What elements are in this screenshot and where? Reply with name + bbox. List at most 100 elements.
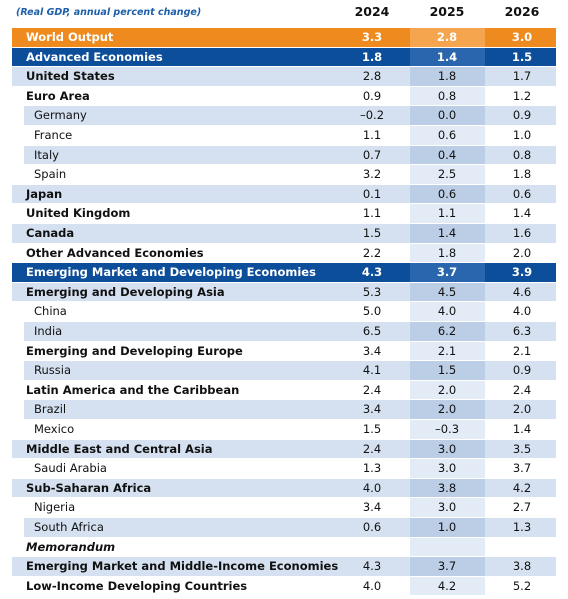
value-cell: 1.3 — [512, 520, 532, 534]
column-tint — [410, 224, 485, 243]
value-cell: 1.6 — [512, 226, 532, 240]
column-tint — [410, 184, 485, 204]
column-header: 2025 — [429, 4, 465, 19]
row-label: Memorandum — [26, 539, 116, 554]
value-cell: 6.3 — [512, 324, 532, 338]
value-cell: 0.9 — [362, 88, 382, 103]
row-label: France — [34, 128, 73, 142]
value-cell: 2.1 — [437, 343, 457, 358]
column-tint — [410, 478, 485, 498]
row-label: Spain — [34, 167, 67, 182]
value-cell: 0.4 — [437, 147, 457, 162]
value-cell: 1.5 — [362, 226, 382, 240]
value-cell: 2.5 — [437, 167, 457, 182]
value-cell: 4.2 — [437, 578, 457, 593]
column-tint — [410, 459, 485, 478]
value-cell: 1.8 — [437, 69, 457, 84]
value-cell: 0.1 — [362, 186, 382, 201]
column-tint — [410, 341, 485, 361]
value-cell: 0.6 — [362, 520, 382, 534]
value-cell: 3.7 — [437, 559, 457, 574]
value-cell: 3.3 — [361, 30, 383, 44]
column-tint — [410, 361, 485, 380]
column-tint — [410, 165, 485, 184]
value-cell: 1.0 — [512, 128, 532, 142]
column-tint — [410, 243, 485, 263]
row-label: Emerging and Developing Asia — [26, 284, 225, 299]
value-cell: 4.1 — [362, 363, 382, 378]
value-cell: 1.8 — [361, 49, 383, 64]
column-tint — [410, 537, 485, 557]
column-tint — [410, 302, 485, 321]
value-cell: 3.0 — [437, 500, 457, 515]
value-cell: 4.0 — [512, 304, 532, 319]
value-cell: 0.6 — [437, 186, 457, 201]
value-cell: 1.1 — [362, 128, 382, 142]
value-cell: 6.2 — [437, 324, 457, 338]
value-cell: 3.0 — [437, 461, 457, 476]
row-label: Advanced Economies — [26, 49, 163, 64]
row-label: Saudi Arabia — [34, 461, 107, 476]
value-cell: 1.8 — [512, 167, 532, 182]
row-label: Other Advanced Economies — [26, 245, 204, 260]
value-cell: 5.2 — [512, 578, 532, 593]
column-header: 2026 — [504, 4, 540, 19]
value-cell: 1.4 — [512, 422, 532, 436]
value-cell: 1.4 — [512, 206, 532, 221]
column-tint — [410, 145, 485, 165]
value-cell: 4.0 — [362, 480, 382, 495]
value-cell: 4.0 — [362, 578, 382, 593]
row-label: Emerging Market and Middle-Income Econom… — [26, 559, 339, 574]
value-cell: 1.8 — [437, 245, 457, 260]
value-cell: 2.0 — [437, 382, 457, 397]
value-cell: 5.0 — [362, 304, 382, 319]
value-cell: 1.2 — [512, 88, 532, 103]
column-tint — [410, 28, 485, 47]
column-tint — [410, 204, 485, 223]
row-label: Sub-Saharan Africa — [26, 480, 152, 495]
row-label: World Output — [26, 30, 114, 44]
value-cell: 2.0 — [512, 245, 532, 260]
column-tint — [410, 518, 485, 537]
value-cell: 0.8 — [437, 88, 457, 103]
row-label: Middle East and Central Asia — [26, 441, 213, 456]
column-tint — [410, 67, 485, 86]
row-label: Italy — [34, 147, 59, 162]
column-tint — [410, 86, 485, 106]
value-cell: 2.7 — [512, 500, 532, 515]
row-label: Germany — [34, 108, 87, 123]
value-cell: 2.4 — [512, 382, 532, 397]
column-tint — [410, 47, 485, 67]
caption: (Real GDP, annual percent change) — [16, 7, 202, 18]
value-cell: 4.3 — [362, 559, 382, 574]
value-cell: 1.4 — [437, 226, 457, 240]
row-label: Emerging Market and Developing Economies — [26, 265, 316, 280]
value-cell: 3.2 — [362, 167, 382, 182]
value-cell: –0.3 — [434, 422, 460, 436]
column-tint — [410, 576, 485, 596]
value-cell: 3.9 — [511, 265, 533, 280]
value-cell: 3.7 — [436, 265, 458, 280]
value-cell: 2.8 — [436, 30, 458, 44]
row-label: Russia — [34, 363, 71, 378]
value-cell: 3.4 — [362, 343, 382, 358]
value-cell: 1.0 — [437, 520, 457, 534]
value-cell: 3.0 — [437, 441, 457, 456]
value-cell: 4.3 — [361, 265, 383, 280]
column-tint — [410, 380, 485, 400]
value-cell: 4.5 — [437, 284, 457, 299]
value-cell: 0.7 — [362, 147, 382, 162]
column-tint — [410, 282, 485, 302]
row-label: Low-Income Developing Countries — [26, 578, 248, 593]
value-cell: 0.6 — [437, 128, 457, 142]
value-cell: 0.6 — [512, 186, 532, 201]
value-cell: 0.8 — [512, 147, 532, 162]
row-label: Emerging and Developing Europe — [26, 343, 243, 358]
column-tint — [410, 420, 485, 439]
row-label: Euro Area — [26, 88, 90, 103]
column-header: 2024 — [354, 4, 390, 19]
value-cell: 4.0 — [437, 304, 457, 319]
column-tint — [410, 106, 485, 125]
row-label: Latin America and the Caribbean — [26, 382, 240, 397]
row-label: Canada — [26, 226, 75, 240]
